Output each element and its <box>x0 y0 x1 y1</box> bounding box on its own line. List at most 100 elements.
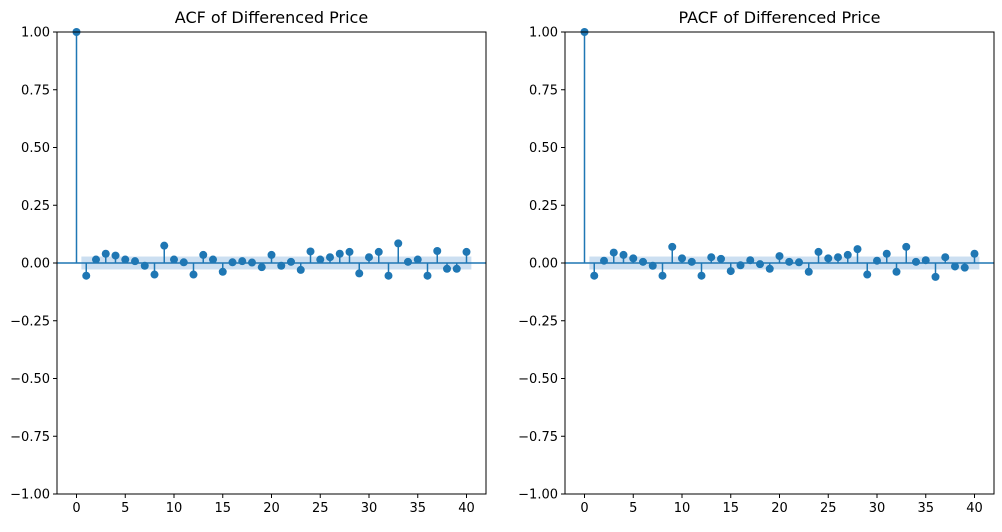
marker-lag-20 <box>775 252 784 261</box>
marker-lag-38 <box>951 262 959 271</box>
marker-lag-34 <box>912 257 920 266</box>
x-tick-label-10: 10 <box>166 501 183 516</box>
marker-lag-29 <box>863 270 872 279</box>
chart-panel-0: 0 5 10 15 20 25 30 35 40 −1.00 −0.75 −0.50 −0.25 0.00… <box>10 8 487 516</box>
marker-lag-16 <box>228 258 237 267</box>
marker-lag-37 <box>941 253 950 262</box>
y-tick-label-4: 0.00 <box>529 257 558 272</box>
x-tick-label-10: 10 <box>674 501 691 516</box>
y-tick-label-7: 0.75 <box>529 83 558 98</box>
marker-lag-30 <box>873 256 881 265</box>
marker-lag-36 <box>423 271 432 280</box>
marker-lag-16 <box>736 261 745 270</box>
marker-lag-27 <box>335 249 344 258</box>
marker-lag-8 <box>150 270 159 279</box>
marker-lag-40 <box>970 249 979 258</box>
marker-lag-19 <box>257 263 266 272</box>
x-tick-label-15: 15 <box>722 501 739 516</box>
y-tick-label-1: −0.75 <box>10 430 50 445</box>
marker-lag-7 <box>140 261 149 270</box>
marker-lag-10 <box>678 254 686 263</box>
x-tick-label-15: 15 <box>214 501 231 516</box>
marker-lag-32 <box>892 267 901 276</box>
marker-lag-12 <box>189 270 198 279</box>
marker-lag-33 <box>902 242 911 251</box>
y-tick-label-0: −1.00 <box>518 488 558 503</box>
y-tick-label-1: −0.75 <box>518 430 558 445</box>
marker-lag-9 <box>668 242 677 251</box>
y-tick-label-8: 1.00 <box>21 26 50 41</box>
marker-lag-4 <box>619 250 628 259</box>
y-tick-label-2: −0.50 <box>518 372 558 387</box>
marker-lag-26 <box>834 253 842 262</box>
marker-lag-26 <box>326 253 334 262</box>
marker-lag-34 <box>404 257 412 266</box>
marker-lag-32 <box>384 271 393 280</box>
x-tick-label-25: 25 <box>820 501 837 516</box>
marker-lag-7 <box>648 261 657 270</box>
marker-lag-11 <box>687 257 696 266</box>
marker-lag-10 <box>170 255 178 264</box>
marker-lag-40 <box>462 247 471 256</box>
marker-lag-22 <box>795 258 803 267</box>
marker-lag-17 <box>238 257 247 266</box>
marker-lag-22 <box>287 257 295 266</box>
x-tick-label-35: 35 <box>917 501 934 516</box>
marker-lag-38 <box>443 264 451 273</box>
x-tick-label-35: 35 <box>409 501 426 516</box>
marker-lag-17 <box>746 256 755 265</box>
marker-lag-30 <box>365 253 373 262</box>
marker-lag-31 <box>374 247 383 256</box>
marker-lag-28 <box>853 245 862 254</box>
marker-lag-14 <box>209 255 217 264</box>
marker-lag-6 <box>131 257 139 266</box>
marker-lag-37 <box>433 246 442 255</box>
marker-lag-21 <box>785 257 794 266</box>
marker-lag-1 <box>590 271 599 280</box>
marker-lag-39 <box>960 263 969 272</box>
y-tick-label-2: −0.50 <box>10 372 50 387</box>
marker-lag-35 <box>413 255 422 264</box>
marker-lag-13 <box>707 253 716 262</box>
x-tick-label-0: 0 <box>580 501 588 516</box>
x-tick-label-0: 0 <box>72 501 80 516</box>
marker-lag-4 <box>111 251 120 260</box>
marker-lag-28 <box>345 247 354 256</box>
marker-lag-27 <box>843 250 852 259</box>
marker-lag-21 <box>277 261 286 270</box>
marker-lag-2 <box>92 255 100 264</box>
x-tick-label-40: 40 <box>966 501 983 516</box>
marker-lag-25 <box>824 254 833 263</box>
marker-lag-11 <box>179 258 188 267</box>
chart-title: ACF of Differenced Price <box>175 8 368 27</box>
y-tick-label-6: 0.50 <box>21 141 50 156</box>
y-tick-label-3: −0.25 <box>518 314 558 329</box>
y-tick-label-5: 0.25 <box>21 199 50 214</box>
x-tick-label-30: 30 <box>869 501 886 516</box>
y-tick-label-0: −1.00 <box>10 488 50 503</box>
marker-lag-18 <box>248 258 256 267</box>
marker-lag-8 <box>658 271 667 280</box>
y-tick-label-4: 0.00 <box>21 257 50 272</box>
marker-lag-20 <box>267 250 276 259</box>
marker-lag-23 <box>804 267 813 276</box>
marker-lag-3 <box>609 248 618 257</box>
x-tick-label-5: 5 <box>121 501 129 516</box>
marker-lag-15 <box>218 267 227 276</box>
y-tick-label-7: 0.75 <box>21 83 50 98</box>
chart-panel-1: 0 5 10 15 20 25 30 35 40 −1.00 −0.75 −0.50 −0.25 0.00… <box>518 8 995 516</box>
x-tick-label-5: 5 <box>629 501 637 516</box>
x-tick-label-20: 20 <box>771 501 788 516</box>
marker-lag-5 <box>121 255 130 264</box>
marker-lag-19 <box>765 264 774 273</box>
x-tick-label-25: 25 <box>312 501 329 516</box>
x-tick-label-20: 20 <box>263 501 280 516</box>
x-tick-label-30: 30 <box>361 501 378 516</box>
y-tick-label-3: −0.25 <box>10 314 50 329</box>
marker-lag-5 <box>629 254 638 263</box>
chart-title: PACF of Differenced Price <box>678 8 880 27</box>
marker-lag-31 <box>882 249 891 258</box>
marker-lag-9 <box>160 241 169 250</box>
